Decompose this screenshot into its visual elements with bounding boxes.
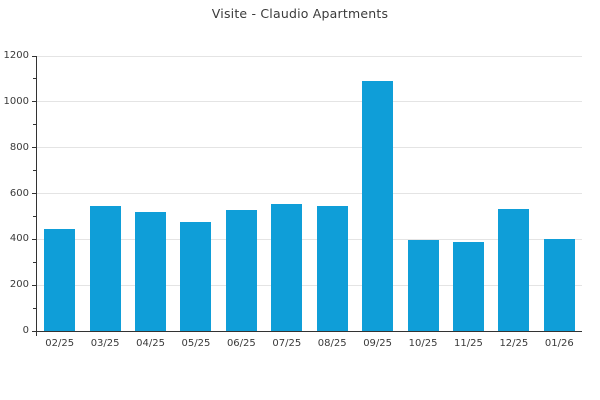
x-tick-label: 05/25 [181,338,211,349]
y-tick-label: 600 [9,187,29,199]
x-tick-label: 08/25 [317,338,347,349]
plot-area: 0 200 400 600 800 1000 1200 02/25 03/25 04/25 05/2… [4,50,582,349]
y-tick-label: 1000 [3,95,29,107]
y-major-tick-mark [32,238,36,240]
x-tick-label: 09/25 [363,338,393,349]
x-tick-label: 03/25 [90,338,120,349]
y-major-tick-mark [32,330,36,332]
x-origin-tick-mark [36,332,37,336]
bar [271,203,303,331]
y-tick-label: 0 [22,325,29,336]
bar [316,205,348,331]
y-major-tick-mark [32,101,36,103]
y-gridline [37,238,582,240]
bar [362,81,394,331]
y-gridline [37,193,582,194]
x-tick-label: 11/25 [454,338,483,349]
y-minor-tick-mark [33,215,36,217]
x-tick-label: 10/25 [408,338,438,349]
y-gridline [37,284,582,286]
y-gridline [37,55,582,57]
bar [135,212,167,331]
y-major-tick-mark [32,284,36,286]
x-tick-label: 12/25 [499,338,529,349]
y-minor-tick-mark [33,170,36,172]
x-tick-label: 07/25 [272,338,302,349]
y-minor-tick-mark [33,124,36,126]
bar [407,240,439,331]
bar [44,229,76,331]
bar [225,210,257,331]
bar [543,239,575,331]
y-tick-label: 1200 [3,50,29,61]
bar [89,206,121,331]
bar [498,209,530,331]
y-tick-label: 400 [9,233,29,245]
y-gridline [37,101,582,103]
bar [180,221,212,331]
x-tick-label: 06/25 [226,338,256,349]
x-tick-label: 01/26 [544,338,574,349]
y-tick-label: 800 [9,141,29,153]
x-tick-label: 04/25 [136,338,165,349]
y-gridline [37,147,582,149]
y-major-tick-mark [32,193,36,194]
y-major-tick-mark [32,147,36,149]
y-minor-tick-mark [33,78,36,80]
y-minor-tick-mark [33,261,36,263]
y-major-tick-mark [32,55,36,57]
chart-title: Visite - Claudio Apartments [211,6,389,21]
y-minor-tick-mark [33,307,36,309]
x-tick-label: 02/25 [45,338,75,349]
bar [452,242,484,331]
y-tick-label: 200 [9,279,29,291]
